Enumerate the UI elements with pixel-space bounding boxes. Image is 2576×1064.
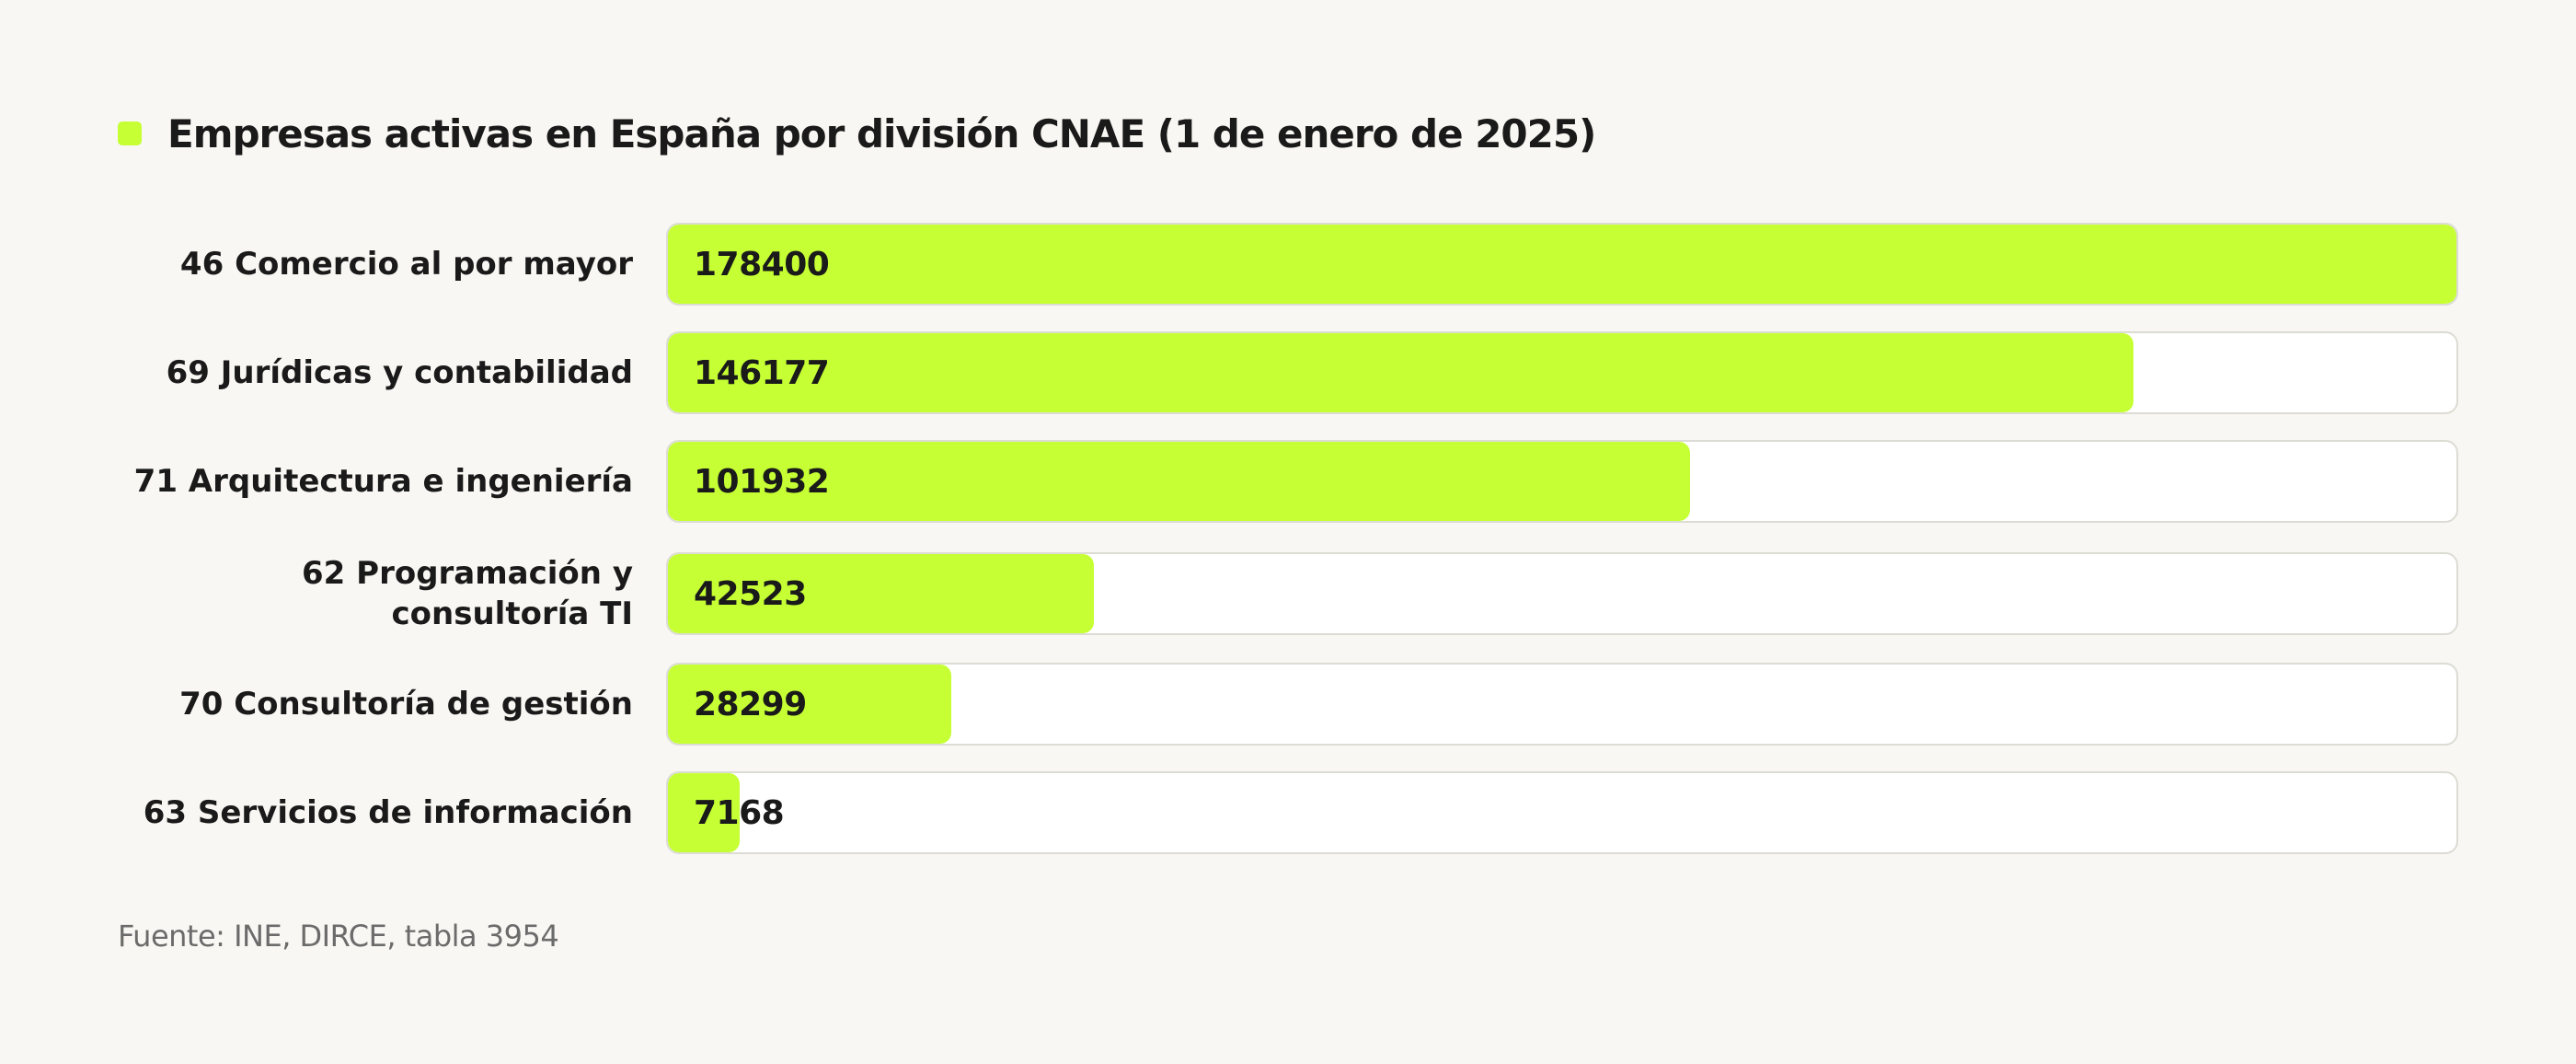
bar-row: 69 Jurídicas y contabilidad 146177 <box>0 331 2576 414</box>
category-label: 71 Arquitectura e ingeniería <box>133 462 633 500</box>
bar-value-label: 42523 <box>694 574 807 613</box>
bar <box>668 773 740 852</box>
bar-track: 42523 <box>666 552 2458 635</box>
bar-value-label: 7168 <box>694 793 785 832</box>
bar-row: 71 Arquitectura e ingeniería 101932 <box>0 440 2576 523</box>
bar-row: 62 Programación y consultoría TI 42523 <box>0 552 2576 635</box>
bar-track: 28299 <box>666 663 2458 746</box>
bar <box>668 333 2133 412</box>
chart-title: Empresas activas en España por división … <box>167 110 1596 156</box>
bar-track: 101932 <box>666 440 2458 523</box>
category-label: 70 Consultoría de gestión <box>179 685 633 723</box>
bar-track: 146177 <box>666 331 2458 414</box>
category-label: 46 Comercio al por mayor <box>179 245 633 283</box>
legend-swatch <box>118 121 142 145</box>
bar-value-label: 146177 <box>694 353 830 392</box>
bar <box>668 665 951 744</box>
bar <box>668 225 2456 304</box>
source-note: Fuente: INE, DIRCE, tabla 3954 <box>118 919 559 954</box>
bar-row: 70 Consultoría de gestión 28299 <box>0 663 2576 746</box>
bar-track: 7168 <box>666 771 2458 854</box>
bar-value-label: 178400 <box>694 245 830 283</box>
bar-row: 46 Comercio al por mayor 178400 <box>0 223 2576 306</box>
bar-row: 63 Servicios de información 7168 <box>0 771 2576 854</box>
bar-value-label: 101932 <box>694 462 830 501</box>
category-label: 69 Jurídicas y contabilidad <box>166 353 633 391</box>
bar <box>668 554 1094 633</box>
chart-header: Empresas activas en España por división … <box>118 101 1596 166</box>
category-label: 63 Servicios de información <box>143 793 633 831</box>
category-label: 62 Programación y consultoría TI <box>302 554 633 632</box>
bar <box>668 442 1690 521</box>
bar-value-label: 28299 <box>694 685 807 723</box>
bar-track: 178400 <box>666 223 2458 306</box>
